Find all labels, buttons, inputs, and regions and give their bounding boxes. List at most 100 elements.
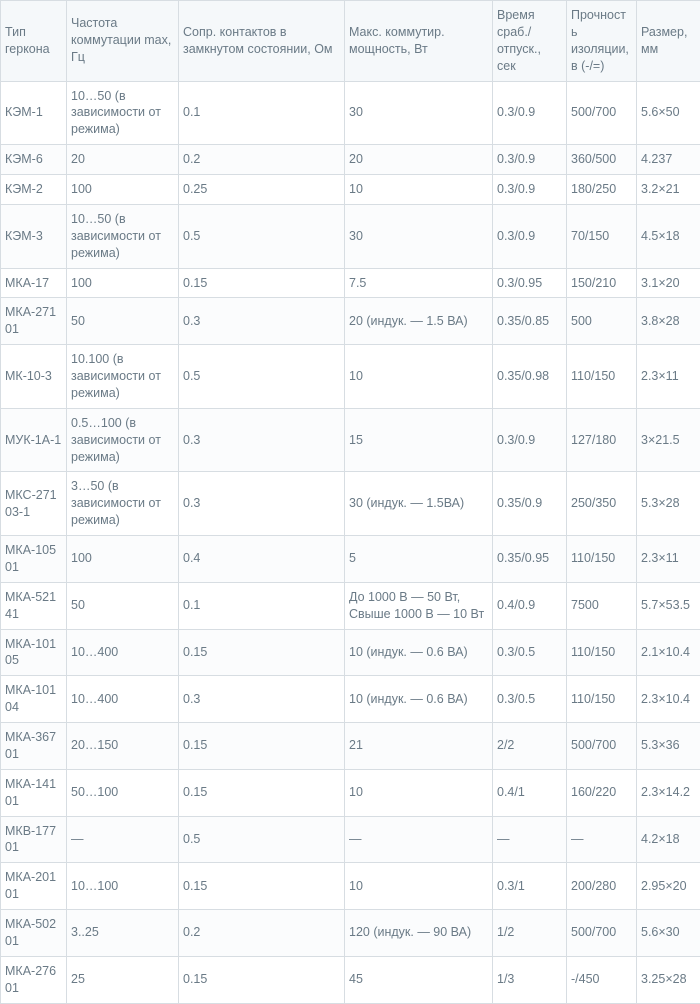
cell-r0-c6: 5.6×50	[637, 81, 700, 145]
table-row: КЭМ-310…50 (в зависимости от режима)0.53…	[1, 204, 700, 268]
cell-r15-c6: 4.2×18	[637, 816, 700, 863]
cell-r10-c3: До 1000 В — 50 Вт, Свыше 1000 В — 10 Вт	[345, 582, 493, 629]
cell-r0-c1: 10…50 (в зависимости от режима)	[67, 81, 179, 145]
cell-r6-c0: МК-10-3	[1, 345, 67, 409]
cell-r8-c0: МКС-27103-1	[1, 472, 67, 536]
cell-r14-c4: 0.4/1	[493, 769, 567, 816]
table-row: МУК-1А-10.5…100 (в зависимости от режима…	[1, 408, 700, 472]
cell-r7-c3: 15	[345, 408, 493, 472]
cell-r18-c2: 0.15	[179, 956, 345, 1003]
cell-r5-c4: 0.35/0.85	[493, 298, 567, 345]
table-row: МКА-3670120…1500.15212/2500/7005.3×36	[1, 723, 700, 770]
cell-r18-c4: 1/3	[493, 956, 567, 1003]
cell-r16-c4: 0.3/1	[493, 863, 567, 910]
cell-r4-c4: 0.3/0.95	[493, 268, 567, 298]
header-cell-0: Тип геркона	[1, 1, 67, 82]
cell-r17-c2: 0.2	[179, 910, 345, 957]
cell-r13-c1: 20…150	[67, 723, 179, 770]
cell-r18-c3: 45	[345, 956, 493, 1003]
table-row: КЭМ-110…50 (в зависимости от режима)0.13…	[1, 81, 700, 145]
cell-r12-c3: 10 (индук. — 0.6 ВА)	[345, 676, 493, 723]
cell-r8-c1: 3…50 (в зависимости от режима)	[67, 472, 179, 536]
cell-r8-c5: 250/350	[567, 472, 637, 536]
cell-r1-c2: 0.2	[179, 145, 345, 175]
cell-r3-c3: 30	[345, 204, 493, 268]
cell-r18-c6: 3.25×28	[637, 956, 700, 1003]
cell-r13-c3: 21	[345, 723, 493, 770]
cell-r14-c3: 10	[345, 769, 493, 816]
cell-r18-c5: -/450	[567, 956, 637, 1003]
cell-r9-c6: 2.3×11	[637, 536, 700, 583]
cell-r2-c5: 180/250	[567, 175, 637, 205]
cell-r9-c5: 110/150	[567, 536, 637, 583]
cell-r18-c1: 25	[67, 956, 179, 1003]
cell-r10-c2: 0.1	[179, 582, 345, 629]
cell-r11-c3: 10 (индук. — 0.6 ВА)	[345, 629, 493, 676]
table-row: МКА-502013..250.2120 (индук. — 90 ВА)1/2…	[1, 910, 700, 957]
cell-r4-c6: 3.1×20	[637, 268, 700, 298]
cell-r11-c0: МКА-10105	[1, 629, 67, 676]
cell-r6-c5: 110/150	[567, 345, 637, 409]
cell-r3-c0: КЭМ-3	[1, 204, 67, 268]
header-cell-1: Частота коммутации max, Гц	[67, 1, 179, 82]
cell-r9-c4: 0.35/0.95	[493, 536, 567, 583]
cell-r0-c5: 500/700	[567, 81, 637, 145]
cell-r5-c2: 0.3	[179, 298, 345, 345]
table-row: МКА-1010410…4000.310 (индук. — 0.6 ВА)0.…	[1, 676, 700, 723]
cell-r10-c0: МКА-52141	[1, 582, 67, 629]
cell-r17-c0: МКА-50201	[1, 910, 67, 957]
cell-r15-c5: —	[567, 816, 637, 863]
cell-r16-c3: 10	[345, 863, 493, 910]
cell-r9-c0: МКА-10501	[1, 536, 67, 583]
cell-r0-c2: 0.1	[179, 81, 345, 145]
cell-r17-c5: 500/700	[567, 910, 637, 957]
cell-r5-c3: 20 (индук. — 1.5 ВА)	[345, 298, 493, 345]
table-body: КЭМ-110…50 (в зависимости от режима)0.13…	[1, 81, 700, 1003]
cell-r11-c2: 0.15	[179, 629, 345, 676]
cell-r13-c6: 5.3×36	[637, 723, 700, 770]
cell-r14-c5: 160/220	[567, 769, 637, 816]
table-row: МКА-2010110…1000.15100.3/1200/2802.95×20	[1, 863, 700, 910]
cell-r2-c4: 0.3/0.9	[493, 175, 567, 205]
cell-r3-c1: 10…50 (в зависимости от режима)	[67, 204, 179, 268]
cell-r9-c3: 5	[345, 536, 493, 583]
cell-r12-c5: 110/150	[567, 676, 637, 723]
cell-r16-c1: 10…100	[67, 863, 179, 910]
cell-r9-c2: 0.4	[179, 536, 345, 583]
reed-relay-spec-table: Тип герконаЧастота коммутации max, ГцСоп…	[0, 0, 700, 1004]
cell-r1-c0: КЭМ-6	[1, 145, 67, 175]
cell-r8-c4: 0.35/0.9	[493, 472, 567, 536]
cell-r13-c4: 2/2	[493, 723, 567, 770]
cell-r0-c4: 0.3/0.9	[493, 81, 567, 145]
cell-r15-c2: 0.5	[179, 816, 345, 863]
cell-r10-c4: 0.4/0.9	[493, 582, 567, 629]
cell-r2-c6: 3.2×21	[637, 175, 700, 205]
cell-r13-c2: 0.15	[179, 723, 345, 770]
table-row: МКС-27103-13…50 (в зависимости от режима…	[1, 472, 700, 536]
cell-r3-c6: 4.5×18	[637, 204, 700, 268]
table-row: МКА-1010510…4000.1510 (индук. — 0.6 ВА)0…	[1, 629, 700, 676]
cell-r1-c5: 360/500	[567, 145, 637, 175]
cell-r2-c0: КЭМ-2	[1, 175, 67, 205]
cell-r6-c4: 0.35/0.98	[493, 345, 567, 409]
cell-r4-c0: МКА-17	[1, 268, 67, 298]
table-head: Тип герконаЧастота коммутации max, ГцСоп…	[1, 1, 700, 82]
cell-r10-c5: 7500	[567, 582, 637, 629]
cell-r0-c3: 30	[345, 81, 493, 145]
cell-r17-c1: 3..25	[67, 910, 179, 957]
cell-r14-c0: МКА-14101	[1, 769, 67, 816]
cell-r16-c2: 0.15	[179, 863, 345, 910]
cell-r7-c4: 0.3/0.9	[493, 408, 567, 472]
cell-r10-c1: 50	[67, 582, 179, 629]
cell-r6-c1: 10.100 (в зависимости от режима)	[67, 345, 179, 409]
cell-r16-c0: МКА-20101	[1, 863, 67, 910]
cell-r2-c1: 100	[67, 175, 179, 205]
cell-r15-c1: —	[67, 816, 179, 863]
cell-r0-c0: КЭМ-1	[1, 81, 67, 145]
cell-r13-c0: МКА-36701	[1, 723, 67, 770]
table-row: КЭМ-6200.2200.3/0.9360/5004.237	[1, 145, 700, 175]
cell-r5-c1: 50	[67, 298, 179, 345]
cell-r3-c2: 0.5	[179, 204, 345, 268]
cell-r3-c4: 0.3/0.9	[493, 204, 567, 268]
cell-r12-c6: 2.3×10.4	[637, 676, 700, 723]
